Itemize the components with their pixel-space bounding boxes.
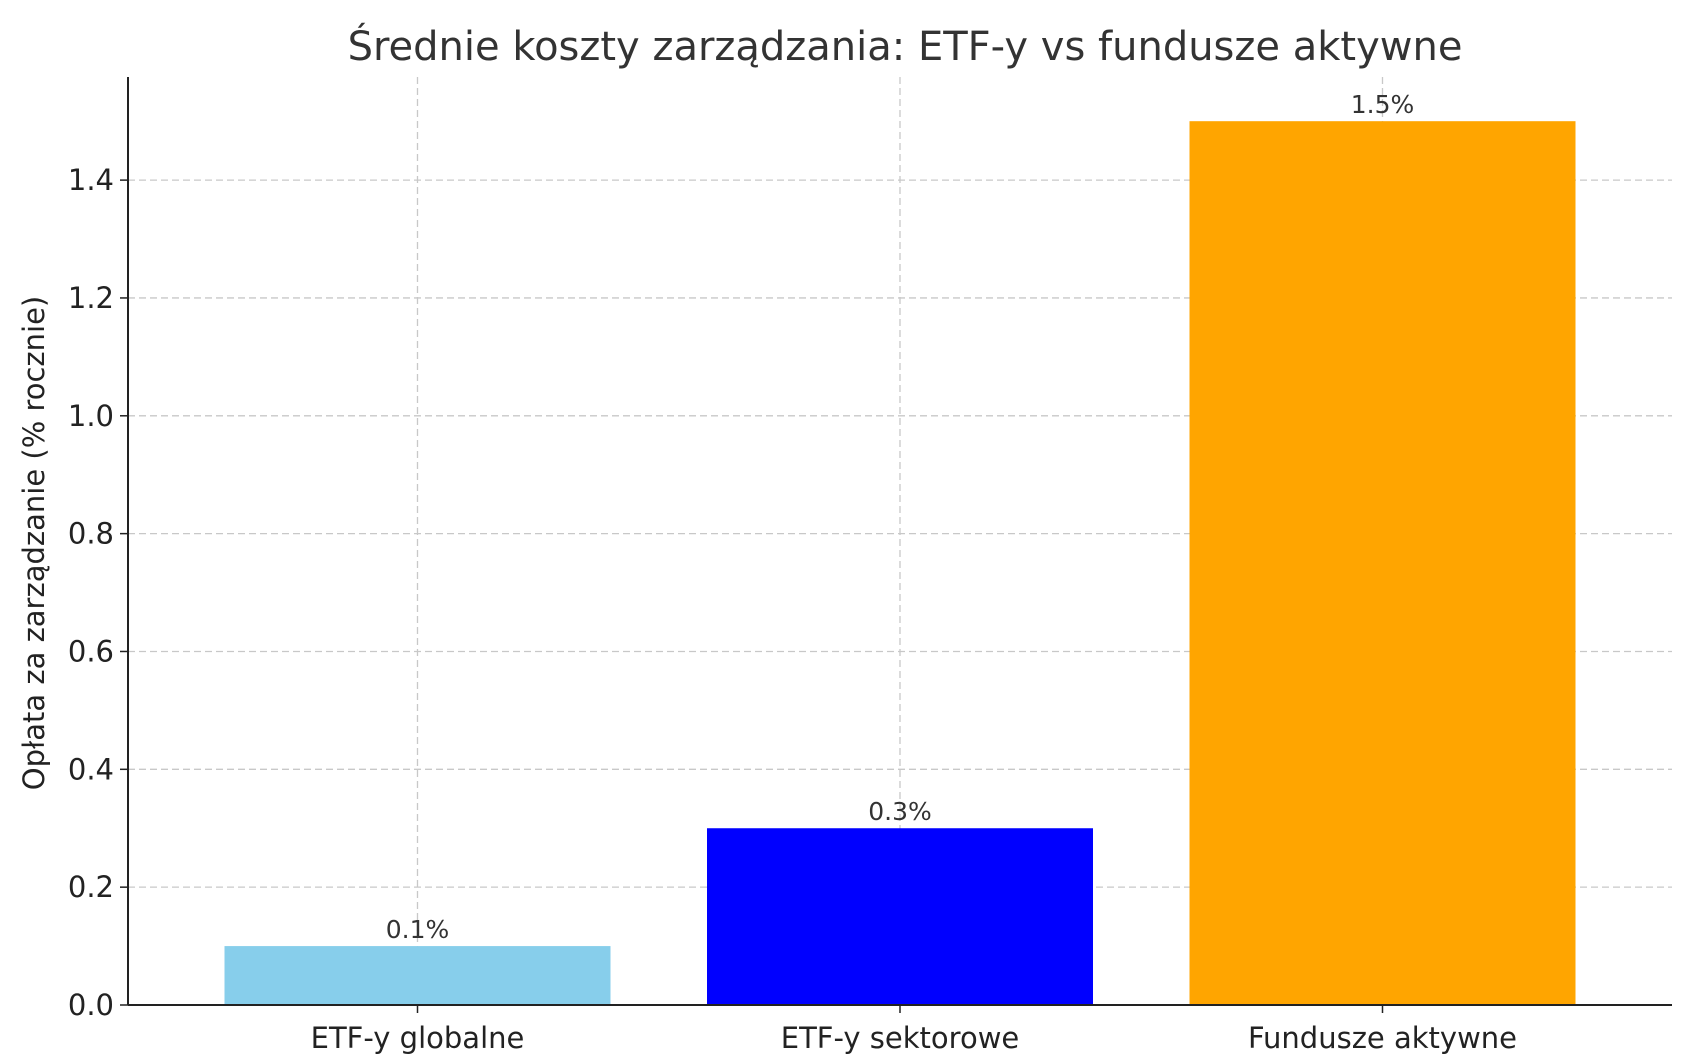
y-axis-ticks: 0.0 0.2 0.4 0.6 0.8 1.0 1.2 1.4 (68, 163, 128, 1022)
y-tick-label: 1.0 (68, 399, 114, 433)
bar-value-label: 0.1% (386, 915, 450, 944)
bar-value-label: 1.5% (1351, 90, 1415, 119)
bar (224, 946, 611, 1005)
axes (127, 77, 1672, 1006)
y-tick-label: 0.2 (68, 870, 114, 904)
bar (707, 828, 1093, 1005)
y-tick-label: 0.6 (68, 634, 114, 668)
x-tick-label: Fundusze aktywne (1248, 1021, 1517, 1055)
y-axis-label: Opłata za zarządzanie (% rocznie) (17, 296, 51, 791)
y-tick-label: 1.2 (68, 281, 114, 315)
data-labels: 0.1% 0.3% 1.5% (386, 90, 1415, 944)
x-tick-label: ETF-y sektorowe (781, 1021, 1020, 1055)
bars (224, 121, 1576, 1005)
y-tick-label: 1.4 (68, 163, 114, 197)
bar (1189, 121, 1576, 1005)
chart-title: Średnie koszty zarządzania: ETF-y vs fun… (348, 22, 1463, 70)
bar-value-label: 0.3% (868, 797, 932, 826)
x-tick-label: ETF-y globalne (311, 1021, 525, 1055)
y-tick-label: 0.0 (68, 988, 114, 1022)
y-tick-label: 0.8 (68, 517, 114, 551)
y-tick-label: 0.4 (68, 752, 114, 786)
x-axis-ticks: ETF-y globalne ETF-y sektorowe Fundusze ak… (311, 1005, 1517, 1055)
